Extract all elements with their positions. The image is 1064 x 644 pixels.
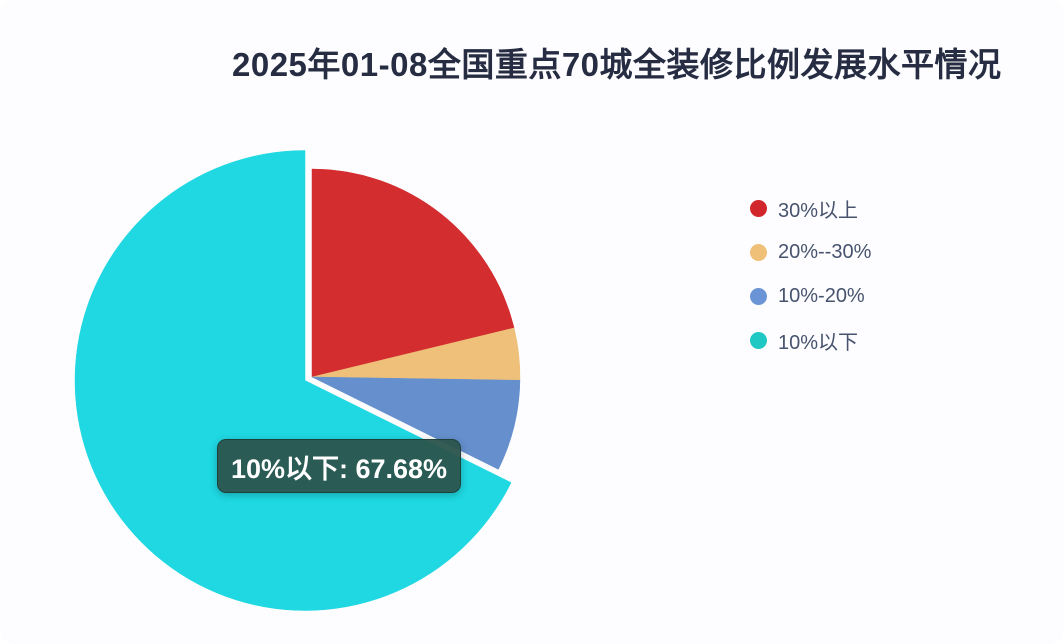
legend-item-3[interactable]: 10%以下 (750, 328, 871, 354)
legend-swatch-icon (750, 199, 767, 217)
legend: 30%以上 20%--30% 10%-20% 10%以下 (750, 196, 871, 372)
legend-item-2[interactable]: 10%-20% (750, 284, 871, 308)
legend-label: 10%-20% (778, 284, 865, 307)
legend-swatch-icon (750, 331, 767, 349)
legend-swatch-icon (750, 243, 767, 261)
chart-title: 2025年01-08全国重点70城全装修比例发展水平情况 (232, 46, 1002, 83)
legend-label: 20%--30% (778, 240, 872, 263)
tooltip-text: 10%以下: 67.68% (230, 453, 448, 484)
pie-slice-2[interactable] (311, 376, 521, 470)
legend-item-0[interactable]: 30%以上 (750, 196, 871, 222)
pie-slice-0[interactable] (311, 168, 515, 378)
legend-label: 30%以上 (778, 199, 859, 222)
legend-label: 10%以下 (778, 331, 859, 354)
legend-item-1[interactable]: 20%--30% (750, 240, 871, 264)
tooltip: 10%以下: 67.68% (217, 439, 461, 493)
legend-swatch-icon (750, 287, 767, 305)
pie-slice-3[interactable] (74, 150, 512, 611)
